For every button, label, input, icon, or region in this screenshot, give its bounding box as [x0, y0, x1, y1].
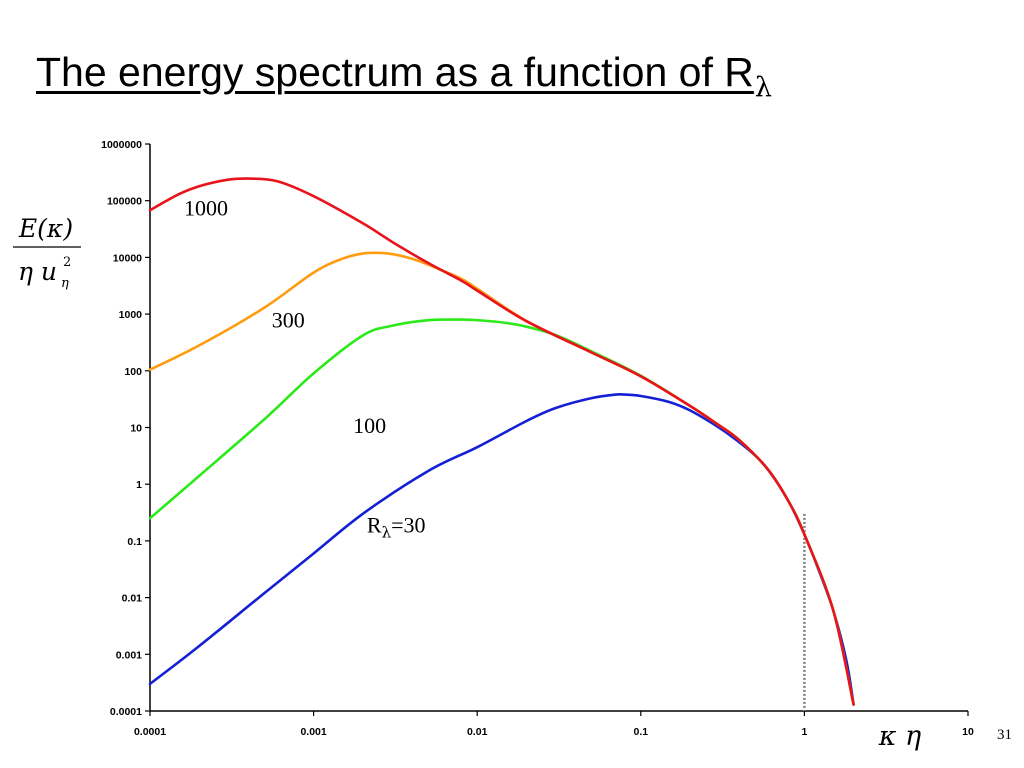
y-label-numerator: E(κ): [18, 214, 73, 243]
y-label-denominator-superscript: 2: [63, 255, 71, 270]
series-label-1000: 1000: [184, 195, 228, 220]
series-line-300: [148, 251, 855, 706]
x-axis-label: κ η: [878, 721, 921, 752]
series-labels: 1000 300 100 Rλ=30: [184, 195, 426, 541]
title-text: The energy spectrum as a function of R: [36, 49, 754, 95]
y-tick-label: 0.1: [127, 536, 142, 548]
series-line-100: [148, 318, 855, 706]
chart-axes: 0.0001 0.001 0.01 0.1 1 10 100 1000 10000 100000 1…: [101, 139, 974, 738]
series-label-300: 300: [272, 308, 305, 333]
page-number: 31: [997, 727, 1012, 743]
series-line-1000: [148, 177, 855, 706]
y-tick-label: 100000: [107, 196, 142, 208]
y-tick-label: 100: [124, 366, 142, 378]
y-label-denominator-subscript: η: [61, 276, 69, 291]
y-tick-label: 0.001: [116, 649, 142, 661]
series-label-r30: Rλ=30: [367, 513, 426, 542]
y-label-denominator: η u: [18, 257, 57, 286]
series-label-100: 100: [353, 413, 386, 438]
title-subscript: λ: [754, 72, 772, 103]
y-tick-label: 10000: [113, 252, 142, 264]
y-tick-label: 10: [130, 423, 142, 435]
y-tick-label: 0.01: [122, 593, 143, 605]
x-tick-label: 0.01: [467, 726, 488, 738]
y-tick-label: 1: [136, 479, 142, 491]
y-tick-label: 1000: [119, 309, 143, 321]
series-layer: [148, 177, 855, 706]
x-tick-label: 1: [801, 726, 807, 738]
x-tick-label: 0.001: [300, 726, 326, 738]
y-tick-label: 1000000: [101, 139, 142, 151]
y-tick-label: 0.0001: [110, 706, 142, 718]
y-axis-label: E(κ) η u η 2: [13, 214, 81, 291]
x-tick-label: 0.1: [633, 726, 648, 738]
x-tick-label: 10: [962, 726, 974, 738]
series-line-r30: [148, 392, 855, 706]
slide-title: The energy spectrum as a function of Rλ: [36, 49, 772, 102]
x-tick-label: 0.0001: [134, 726, 166, 738]
